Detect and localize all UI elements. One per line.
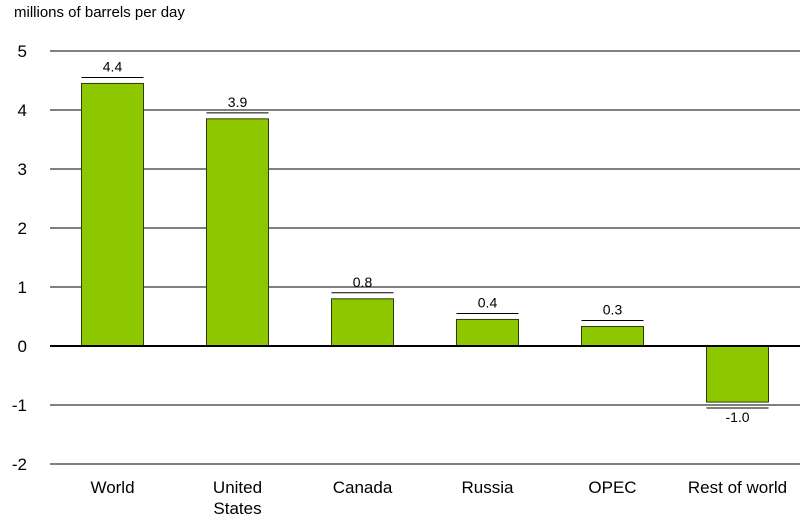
data-label: 3.9 bbox=[228, 94, 248, 110]
category-label: United bbox=[213, 478, 262, 497]
bar bbox=[581, 326, 644, 347]
category-label: Rest of world bbox=[688, 478, 787, 497]
data-labels: 4.4 3.9 0.8 0.4 0.3 -1.0 bbox=[81, 58, 769, 425]
y-tick-label: -1 bbox=[12, 396, 27, 415]
bars bbox=[81, 82, 769, 403]
category-label: Russia bbox=[462, 478, 515, 497]
y-tick-label: 1 bbox=[18, 278, 27, 297]
bar bbox=[456, 318, 519, 347]
y-tick-labels: 5 4 3 2 1 0 -1 -2 bbox=[12, 42, 27, 474]
data-label: 0.4 bbox=[478, 294, 498, 310]
y-tick-label: 3 bbox=[18, 160, 27, 179]
category-label: Canada bbox=[333, 478, 393, 497]
category-label: World bbox=[90, 478, 134, 497]
data-label: 4.4 bbox=[103, 58, 123, 74]
y-tick-label: -2 bbox=[12, 455, 27, 474]
y-tick-label: 0 bbox=[18, 337, 27, 356]
data-label: 0.3 bbox=[603, 302, 623, 318]
y-tick-label: 4 bbox=[18, 101, 27, 120]
y-axis-label: millions of barrels per day bbox=[14, 4, 185, 21]
bar bbox=[331, 298, 394, 347]
category-labels: World United States Canada Russia OPEC Rest of… bbox=[90, 478, 787, 518]
bar bbox=[706, 345, 769, 403]
bar bbox=[81, 82, 144, 347]
gridlines bbox=[50, 50, 800, 465]
data-label: 0.8 bbox=[353, 274, 373, 290]
bar bbox=[206, 118, 269, 347]
y-tick-label: 2 bbox=[18, 219, 27, 238]
y-tick-label: 5 bbox=[18, 42, 27, 61]
data-label: -1.0 bbox=[725, 409, 749, 425]
category-label: States bbox=[213, 499, 261, 518]
category-label: OPEC bbox=[588, 478, 636, 497]
